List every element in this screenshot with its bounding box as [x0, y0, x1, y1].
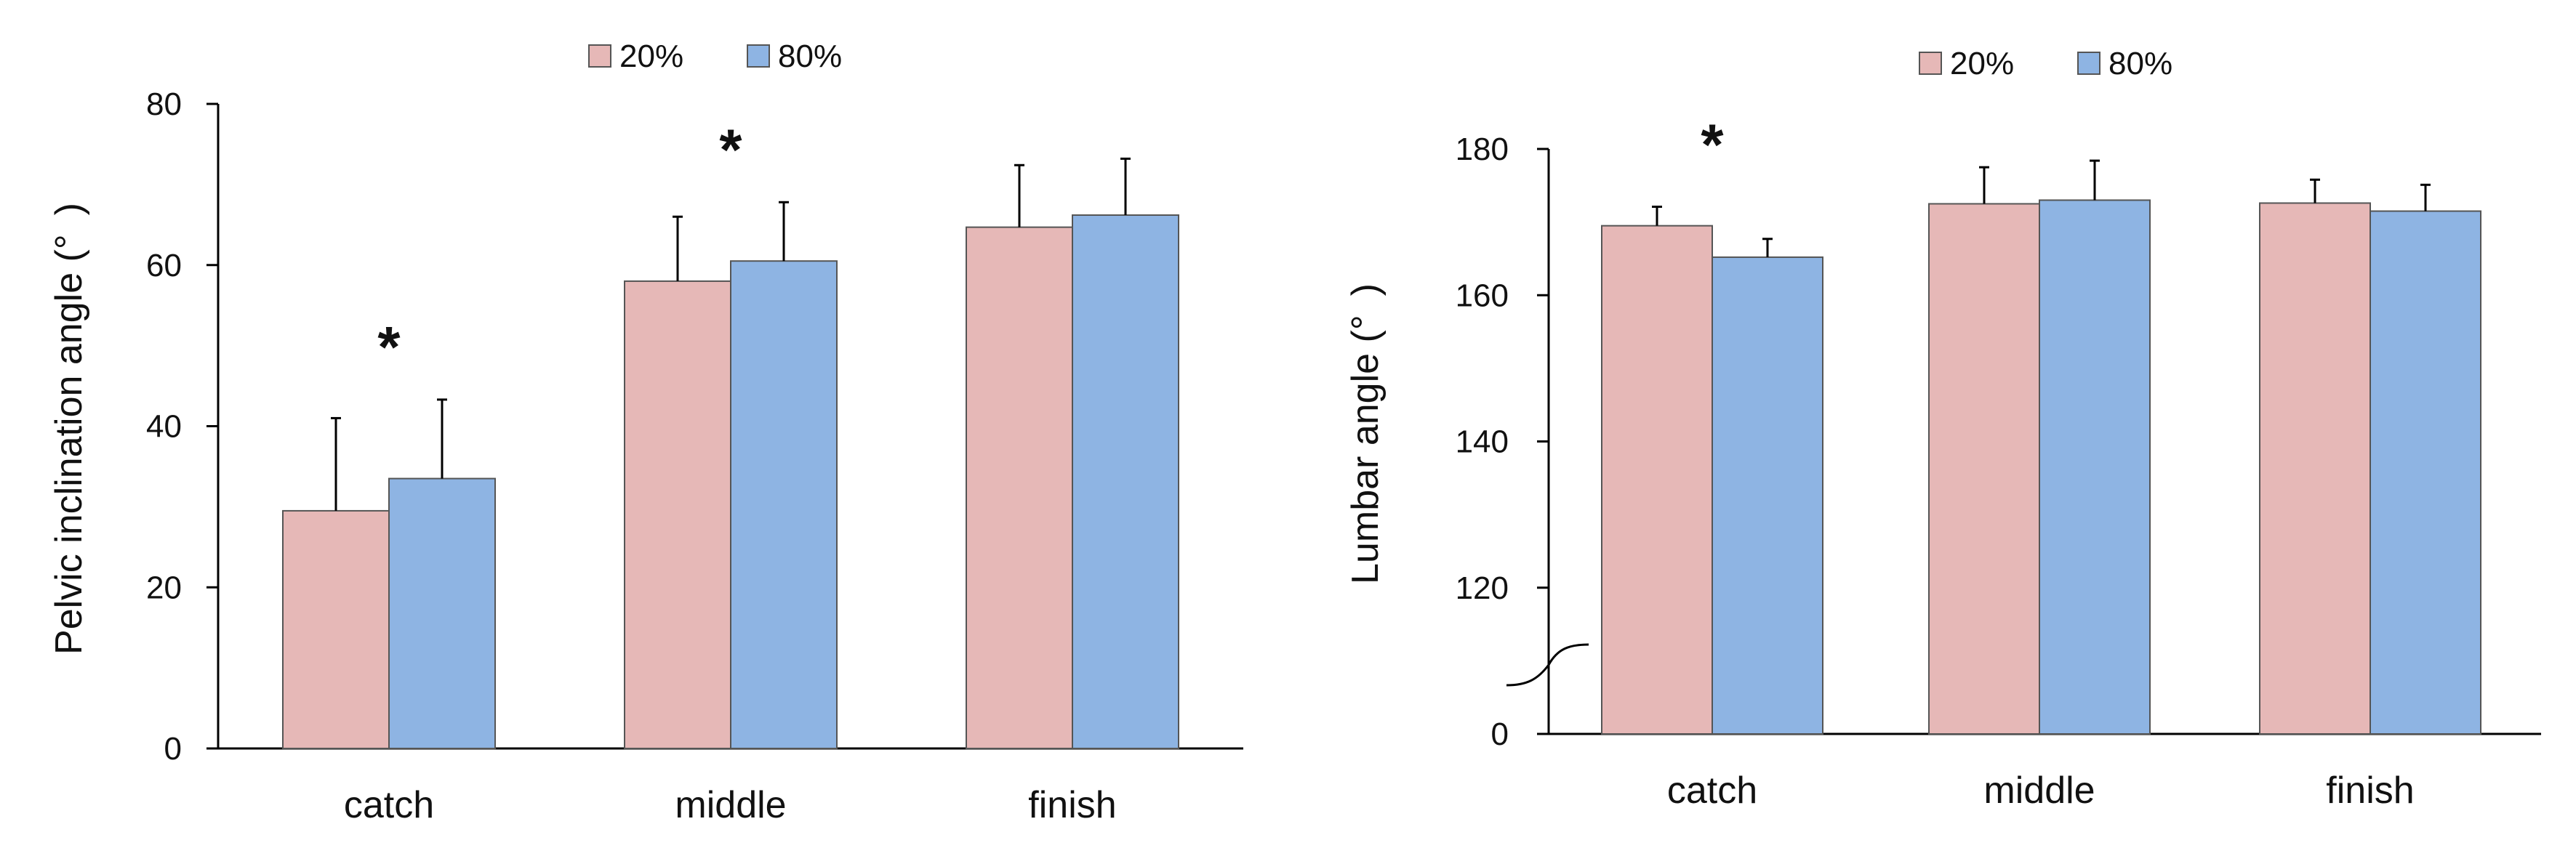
y-tick-label: 140 — [1456, 424, 1509, 460]
y-tick-label: 0 — [164, 731, 182, 767]
y-tick-label: 60 — [146, 248, 182, 283]
y-tick-label: 120 — [1456, 570, 1509, 606]
bar — [2370, 210, 2481, 735]
legend-label: 80% — [778, 39, 842, 74]
significance-marker: * — [719, 117, 742, 182]
y-tick-label: 40 — [146, 409, 182, 445]
y-axis-label: Lumbar angle (° ) — [1344, 283, 1387, 584]
y-tick-label: 180 — [1456, 132, 1509, 167]
y-tick-label: 160 — [1456, 278, 1509, 313]
axis-break-mark — [1506, 643, 1589, 687]
bar — [624, 280, 731, 749]
legend-label: 20% — [1950, 46, 2014, 81]
significance-marker: * — [1701, 112, 1724, 177]
y-tick-label: 80 — [146, 86, 182, 122]
legend-label: 80% — [2108, 46, 2172, 81]
x-tick-label: middle — [675, 784, 786, 826]
x-tick-label: finish — [2326, 770, 2414, 812]
lumbar-chart: 0 120 140 160 180 catch middle finish Lumbar ang… — [1344, 46, 2541, 812]
significance-marker: * — [377, 315, 401, 379]
x-tick-label: catch — [344, 784, 434, 826]
legend-swatch — [747, 44, 770, 68]
bar — [730, 260, 838, 749]
y-tick-label: 0 — [1491, 716, 1509, 752]
x-tick-label: catch — [1667, 770, 1757, 812]
bar — [282, 509, 390, 749]
bar — [2259, 202, 2371, 735]
legend-swatch — [588, 44, 611, 68]
pelvic-chart: 0 20 40 60 80 catch middle finish Pelvic inclina… — [48, 39, 1243, 826]
bar — [966, 226, 1073, 750]
x-tick-label: finish — [1028, 784, 1116, 826]
legend-swatch — [2077, 52, 2100, 75]
bar — [1928, 203, 2040, 735]
y-axis-label: Pelvic inclination angle (° ) — [48, 203, 90, 655]
bar — [1601, 225, 1713, 735]
bar — [2039, 199, 2151, 735]
bar — [1072, 214, 1179, 749]
legend-label: 20% — [619, 39, 683, 74]
bar — [388, 477, 496, 749]
bar — [1712, 256, 1823, 735]
x-tick-label: middle — [1983, 770, 2095, 812]
legend-swatch — [1919, 52, 1942, 75]
y-tick-label: 20 — [146, 570, 182, 605]
